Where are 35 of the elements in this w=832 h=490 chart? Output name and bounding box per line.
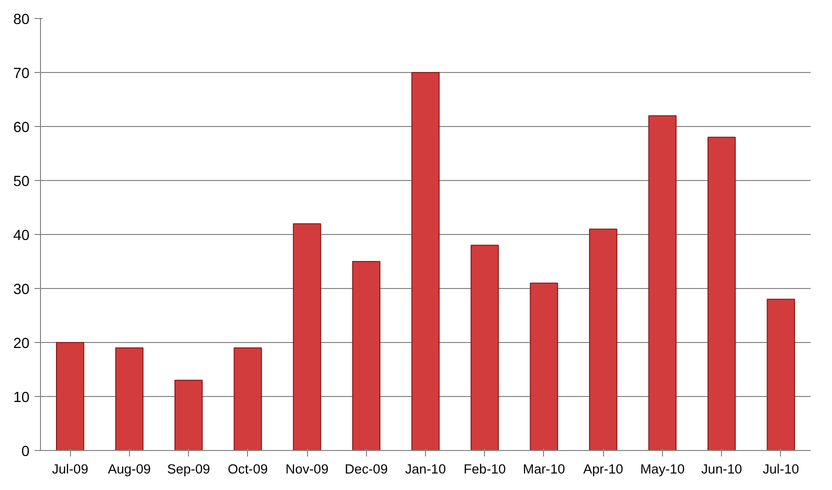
bar xyxy=(234,347,262,450)
y-tick-label: 0 xyxy=(21,444,30,460)
x-tick-label: Oct-09 xyxy=(228,462,268,476)
x-tick-label: Sep-09 xyxy=(167,462,210,476)
bar xyxy=(174,380,203,450)
x-tick-label: May-10 xyxy=(640,462,685,476)
y-tick-label: 60 xyxy=(13,120,30,136)
bar xyxy=(766,298,796,450)
y-tick-label: 80 xyxy=(13,12,30,28)
x-tick-label: Feb-10 xyxy=(464,462,506,476)
x-tick-label: Dec-09 xyxy=(344,462,388,476)
y-tick-label: 40 xyxy=(13,228,30,244)
bar xyxy=(708,136,736,450)
x-tick-label: Jul-10 xyxy=(762,462,800,476)
y-tick-label: 30 xyxy=(13,282,30,298)
y-tick-label: 10 xyxy=(13,390,30,406)
bar xyxy=(470,244,499,450)
bar xyxy=(589,228,618,450)
x-tick-label: Apr-10 xyxy=(583,462,624,476)
x-tick-label: Jul-09 xyxy=(52,462,88,476)
y-tick-label: 20 xyxy=(13,336,30,352)
bar xyxy=(411,72,440,450)
bar xyxy=(530,282,558,450)
bar xyxy=(352,261,380,450)
x-tick-label: Jan-10 xyxy=(405,462,446,476)
bar xyxy=(115,347,144,450)
x-tick-label: Mar-10 xyxy=(522,462,566,476)
bar xyxy=(648,115,677,450)
y-tick-label: 70 xyxy=(13,66,30,82)
x-tick-label: Nov-09 xyxy=(286,462,329,476)
x-tick-label: Jun-10 xyxy=(701,462,742,476)
bar xyxy=(292,223,322,450)
bar xyxy=(56,342,84,450)
x-tick-label: Aug-09 xyxy=(108,462,151,476)
y-tick-label: 50 xyxy=(13,174,30,190)
